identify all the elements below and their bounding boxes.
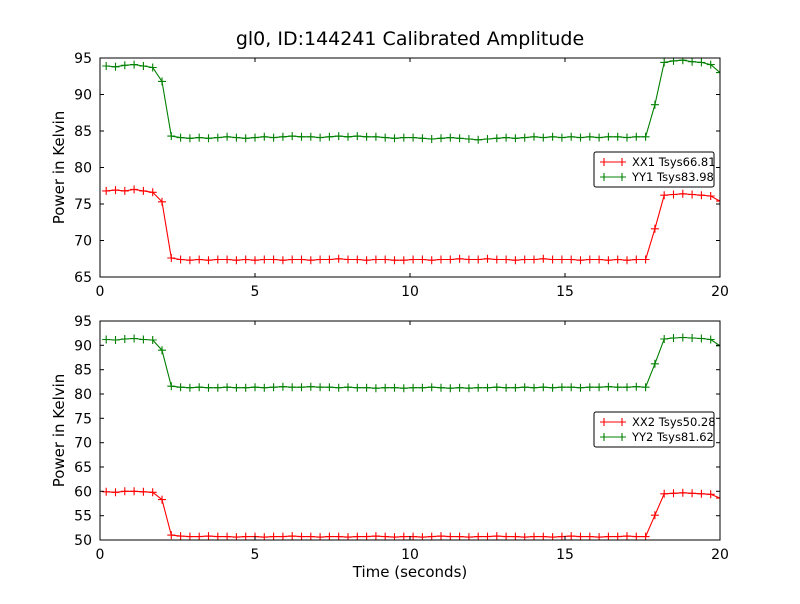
x-tick-label: 10 <box>401 547 419 563</box>
x-tick-label: 20 <box>711 547 729 563</box>
y-tick-label: 95 <box>74 51 92 67</box>
y-tick-label: 85 <box>74 363 92 379</box>
y-tick-label: 90 <box>74 88 92 104</box>
y-tick-label: 85 <box>74 124 92 140</box>
legend-label-yy1: YY1 Tsys83.98 <box>631 170 714 184</box>
series-markers-yy2 <box>102 333 720 393</box>
series-group <box>102 58 720 265</box>
y-tick-label: 75 <box>74 411 92 427</box>
y-tick-label: 55 <box>74 509 92 525</box>
legend-label-xx1: XX1 Tsys66.81 <box>632 155 716 169</box>
y-tick-label: 90 <box>74 338 92 354</box>
subplot-top: 0 5 10 15 20 65 70 75 80 85 90 95 Power in Kelvin XX1… <box>50 51 729 300</box>
x-tick-label: 20 <box>711 284 729 300</box>
y-tick-label: 80 <box>74 387 92 403</box>
axes-frame <box>99 320 721 541</box>
figure-title: gl0, ID:144241 Calibrated Amplitude <box>236 28 584 50</box>
series-markers-xx1 <box>102 185 720 265</box>
series-markers-xx2 <box>102 487 720 540</box>
legend-label-xx2: XX2 Tsys50.28 <box>632 415 716 429</box>
y-tick-label: 95 <box>74 314 92 330</box>
x-tick-label: 0 <box>96 547 105 563</box>
x-tick-label: 10 <box>401 284 419 300</box>
series-group <box>102 333 720 540</box>
x-tick-label: 15 <box>556 547 574 563</box>
legend-box <box>593 151 715 188</box>
y-tick-label: 80 <box>74 161 92 177</box>
x-tick-label: 15 <box>556 284 574 300</box>
legend-sample-marker-yy2 <box>600 433 626 441</box>
x-axis-label: Time (seconds) <box>352 563 468 581</box>
y-axis-label: Power in Kelvin <box>50 374 68 488</box>
legend-box <box>593 411 715 448</box>
series-markers-yy1 <box>102 58 720 144</box>
y-tick-label: 70 <box>74 234 92 250</box>
y-tick-label: 70 <box>74 436 92 452</box>
y-tick-label: 65 <box>74 270 92 286</box>
legend-sample-marker-xx1 <box>600 158 626 166</box>
legend-sample-marker-xx2 <box>600 418 626 426</box>
legend-label-yy2: YY2 Tsys81.62 <box>631 430 714 444</box>
axes-frame <box>99 57 721 278</box>
x-tick-label: 0 <box>96 284 105 300</box>
y-tick-label: 65 <box>74 460 92 476</box>
x-tick-label: 5 <box>251 547 260 563</box>
x-tick-label: 5 <box>251 284 260 300</box>
y-tick-label: 75 <box>74 197 92 213</box>
y-tick-label: 60 <box>74 484 92 500</box>
y-axis-label: Power in Kelvin <box>50 111 68 225</box>
legend-sample-marker-yy1 <box>600 173 626 181</box>
subplot-bottom: 0 5 10 15 20 50 55 60 65 70 75 80 85 90 95 Power in Kel… <box>50 314 729 581</box>
y-tick-label: 50 <box>74 533 92 549</box>
